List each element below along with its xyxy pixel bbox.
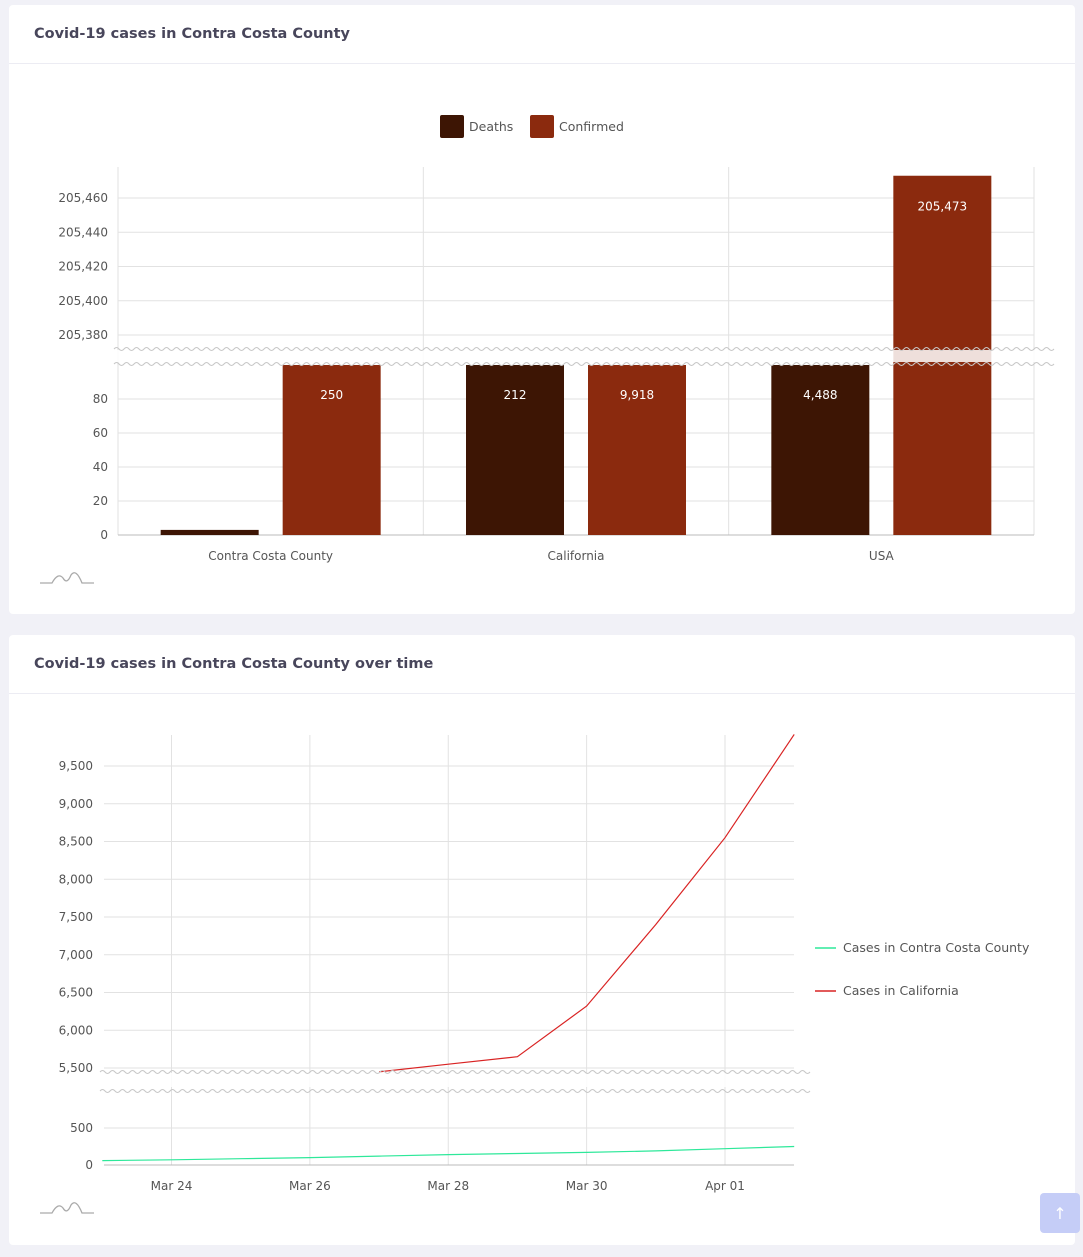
y-tick-label: 20 [93, 494, 108, 508]
x-tick-label: Contra Costa County [208, 549, 333, 563]
grid-lines [104, 735, 794, 1166]
x-tick-label: California [548, 549, 605, 563]
axis-break-line [99, 1089, 811, 1093]
legend-item: Confirmed [530, 115, 624, 138]
chart-legend: Cases in Contra Costa County Cases in Cal… [815, 940, 1030, 998]
legend-label: Confirmed [559, 119, 624, 134]
grid-lines [117, 167, 1035, 536]
y-tick-label: 6,000 [59, 1023, 93, 1037]
bar-chart: Deaths Confirmed 0 20 40 60 80 205,380 205,400 20… [40, 115, 1055, 584]
axis-break-line [113, 347, 1055, 351]
bar [160, 529, 259, 535]
y-tick-label: 205,440 [58, 225, 108, 239]
bar-value-label: 4,488 [803, 388, 837, 402]
axis-break-band [100, 1073, 806, 1087]
x-tick-label: Mar 26 [289, 1179, 331, 1193]
axis-break-line [99, 1070, 811, 1074]
legend-swatch [530, 115, 554, 138]
series-line [379, 734, 795, 1073]
y-tick-label: 205,380 [58, 328, 108, 342]
y-tick-label: 205,460 [58, 191, 108, 205]
bar [282, 365, 381, 535]
y-tick-label: 205,400 [58, 294, 108, 308]
y-tick-label: 5,500 [59, 1061, 93, 1075]
y-axis: 0 20 40 60 80 205,380 205,400 205,420 205,440 205… [58, 191, 108, 542]
card-title: Covid-19 cases in Contra Costa County [34, 26, 350, 42]
bar-value-label: 250 [320, 388, 343, 402]
bar [771, 365, 870, 535]
y-tick-label: 9,000 [59, 797, 93, 811]
legend-label: Cases in California [843, 983, 959, 998]
arrow-up-icon: ↑ [1053, 1203, 1067, 1223]
x-tick-label: Apr 01 [705, 1179, 745, 1193]
y-tick-label: 205,420 [58, 260, 108, 274]
y-tick-label: 80 [93, 392, 108, 406]
y-tick-label: 0 [100, 528, 108, 542]
bar-value-label: 9,918 [620, 388, 654, 402]
scroll-to-top-button[interactable]: ↑ [1040, 1193, 1080, 1233]
cases-timeline-card: Covid-19 cases in Contra Costa County ov… [9, 635, 1075, 1245]
legend-item: Deaths [440, 115, 513, 138]
legend-label: Cases in Contra Costa County [843, 940, 1030, 955]
chart-legend: Deaths Confirmed [440, 115, 624, 138]
axis-break [99, 1070, 811, 1093]
chart-logo-icon [40, 1202, 94, 1214]
bar-value-label: 205,473 [918, 200, 968, 214]
bar [466, 365, 564, 535]
legend-label: Deaths [469, 119, 513, 134]
bar-value-label: 212 [504, 388, 527, 402]
card-header: Covid-19 cases in Contra Costa County [9, 5, 1075, 64]
x-tick-label: USA [869, 549, 895, 563]
legend-item: Cases in Contra Costa County [815, 940, 1030, 955]
x-tick-label: Mar 24 [151, 1179, 193, 1193]
y-tick-label: 60 [93, 426, 108, 440]
x-tick-label: Mar 28 [427, 1179, 469, 1193]
y-axis: 5,500 6,000 6,500 7,000 7,500 8,000 8,500 9,000… [59, 759, 93, 1172]
axis-break [113, 347, 1055, 366]
y-tick-label: 9,500 [59, 759, 93, 773]
y-tick-label: 8,000 [59, 872, 93, 886]
series-line [102, 1145, 795, 1162]
legend-item: Cases in California [815, 983, 959, 998]
axis-break-line [113, 362, 1055, 366]
y-tick-label: 0 [85, 1158, 93, 1172]
y-tick-label: 7,500 [59, 910, 93, 924]
y-tick-label: 6,500 [59, 986, 93, 1000]
y-tick-label: 500 [70, 1121, 93, 1135]
card-title: Covid-19 cases in Contra Costa County ov… [34, 656, 434, 672]
bar [588, 365, 686, 535]
y-tick-label: 8,500 [59, 835, 93, 849]
y-tick-label: 7,000 [59, 948, 93, 962]
legend-swatch [440, 115, 464, 138]
axis-break-band [114, 350, 1046, 362]
chart-logo-icon [40, 572, 94, 584]
bars: 250 212 9,918 4,488 205,473 [160, 175, 992, 536]
card-header: Covid-19 cases in Contra Costa County ov… [9, 635, 1075, 694]
y-tick-label: 40 [93, 460, 108, 474]
x-tick-label: Mar 30 [566, 1179, 608, 1193]
